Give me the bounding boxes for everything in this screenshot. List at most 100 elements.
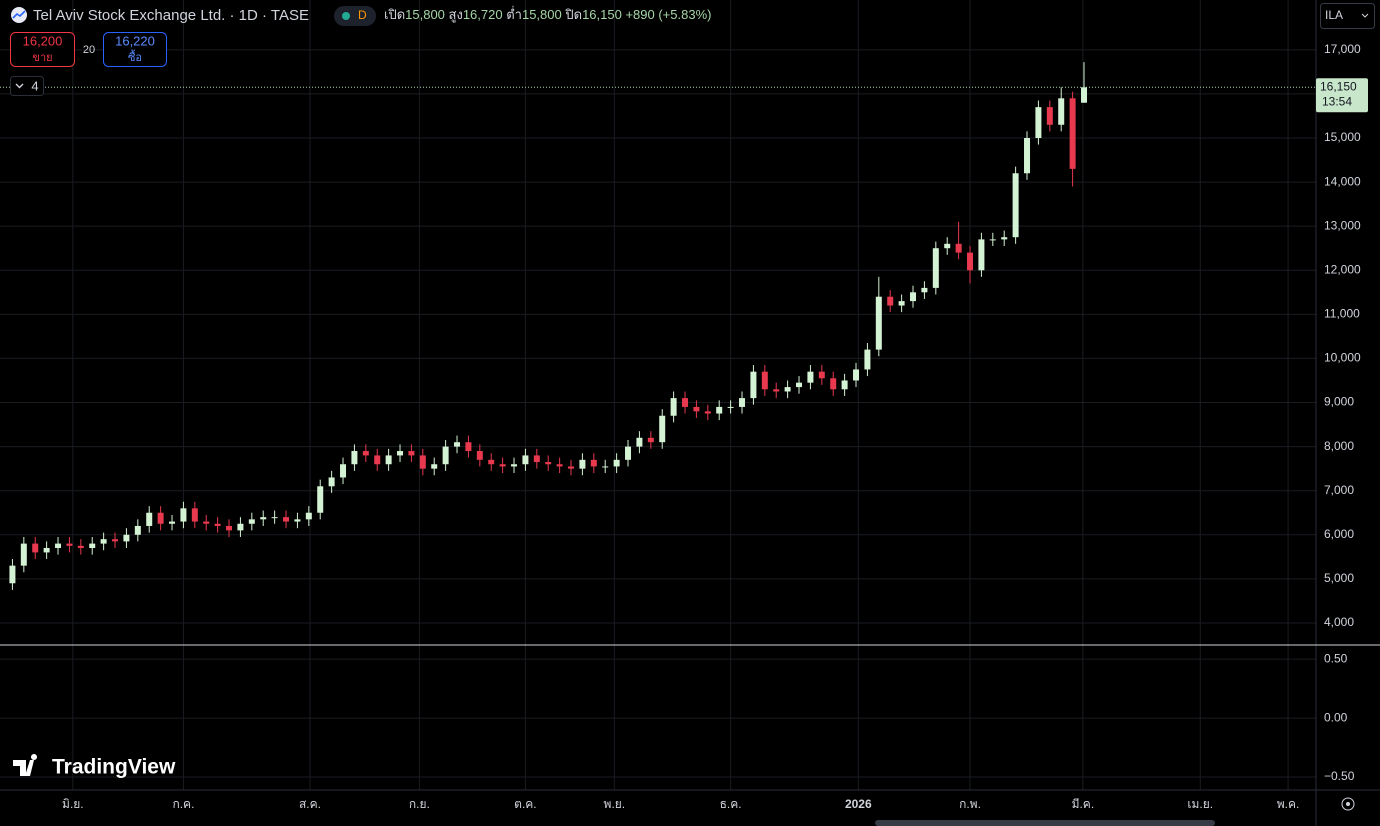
candle-body (362, 451, 369, 456)
candle-body (317, 486, 324, 513)
candle-body (522, 455, 529, 465)
x-tick-label: มิ.ย. (62, 797, 84, 811)
candle-body (1069, 98, 1076, 169)
spread: 20 (83, 44, 95, 56)
sell-button[interactable] (10, 32, 75, 67)
candle-body (32, 543, 39, 553)
candle-body (454, 442, 461, 447)
candle-body (499, 464, 506, 467)
indicators-toggle[interactable] (10, 76, 44, 96)
candle-body (875, 296, 882, 350)
chevron (1361, 13, 1369, 18)
candle-body (180, 508, 187, 522)
candle-body (112, 539, 119, 542)
candle-body (784, 387, 791, 392)
scrollbar[interactable] (875, 820, 1215, 826)
y-tick-label: 7,000 (1324, 483, 1354, 497)
candle-body (328, 477, 335, 487)
candle-body (374, 455, 381, 465)
candle-body (807, 371, 814, 383)
candle-body (944, 243, 951, 249)
sell-price: 16,200 (23, 33, 63, 48)
candle-body (305, 512, 312, 520)
candle-body (773, 389, 780, 392)
candle-body (602, 466, 609, 468)
x-tick-label: พ.ค. (1277, 797, 1300, 811)
y2-tick-label: 0.50 (1324, 651, 1348, 665)
candle-body (1001, 237, 1008, 240)
candle-body (55, 543, 62, 549)
candle-body (123, 534, 130, 542)
x-tick-label: เม.ย. (1187, 797, 1213, 811)
candle-body (146, 512, 153, 526)
y-tick-label: 6,000 (1324, 527, 1354, 541)
x-tick-label: ก.ย. (409, 797, 430, 811)
candle-body (77, 545, 84, 549)
candle-body (157, 512, 164, 524)
candle-body (841, 380, 848, 390)
buy-button[interactable] (103, 32, 167, 67)
legend-value: 16,720 (463, 7, 503, 22)
candle-body (898, 301, 905, 306)
candle-body (568, 466, 575, 469)
candle-body (419, 455, 426, 469)
candle-body (533, 455, 540, 463)
x-tick-label: ส.ค. (299, 797, 321, 811)
logo-text: TradingView (52, 756, 176, 779)
candle-body (659, 415, 666, 443)
currency-select[interactable] (1320, 3, 1375, 29)
candle-body (796, 382, 803, 388)
candle-body (830, 378, 837, 390)
legend-label: ปิด (564, 7, 582, 22)
sell-label: ขาย (32, 52, 52, 64)
symbol-icon-glyph (12, 10, 26, 19)
x-tick-label: มี.ค. (1072, 797, 1095, 811)
candle-body (818, 371, 825, 379)
candle-body (727, 406, 734, 408)
candle-body (1058, 98, 1065, 125)
chart-title[interactable]: Tel Aviv Stock Exchange Ltd. · 1D · TASE (33, 7, 309, 24)
candle-body (670, 398, 677, 416)
indicators-count: 4 (31, 78, 38, 93)
candle-body (636, 437, 643, 447)
candle-body (248, 519, 255, 524)
candle-body (545, 462, 552, 465)
candle-body (887, 296, 894, 306)
candle-body (761, 371, 768, 390)
y-tick-label: 8,000 (1324, 439, 1354, 453)
candle-body (260, 517, 267, 520)
candle-body (704, 411, 711, 414)
candle-body (66, 543, 73, 546)
candle-body (431, 464, 438, 469)
x-tick-label: ก.ค. (172, 797, 194, 811)
y-tick-label: 5,000 (1324, 571, 1354, 585)
candle-body (625, 446, 632, 460)
settings-button[interactable] (1341, 797, 1355, 811)
candle-body (351, 451, 358, 465)
last-price-tag (1316, 78, 1368, 113)
x-tick-label: ต.ค. (514, 797, 537, 811)
y-tick-label: 15,000 (1324, 130, 1361, 144)
ohlc-legend: เปิด15,800 สูง16,720 ต่ำ15,800 ปิด16,150… (384, 6, 711, 23)
logo-mark (13, 754, 38, 776)
buy-price: 16,220 (115, 33, 155, 48)
candle-body (20, 543, 27, 566)
x-tick-label: ก.พ. (959, 797, 981, 811)
legend-label: ต่ำ (506, 6, 522, 22)
candle-body (647, 437, 654, 443)
candle-body (853, 369, 860, 381)
candle-body (1035, 107, 1042, 138)
legend-value: 15,800 (522, 7, 562, 22)
countdown: 13:54 (1322, 94, 1352, 108)
delay-badge: D (358, 8, 367, 22)
candle-body (442, 446, 449, 465)
candle-body (967, 252, 974, 271)
y-tick-label: 13,000 (1324, 218, 1361, 232)
status-pill[interactable] (334, 6, 376, 26)
candle-body (682, 398, 689, 407)
candle-body (1012, 173, 1019, 238)
candle-body (271, 517, 278, 519)
candle-body (613, 459, 620, 467)
candle-body (955, 243, 962, 253)
